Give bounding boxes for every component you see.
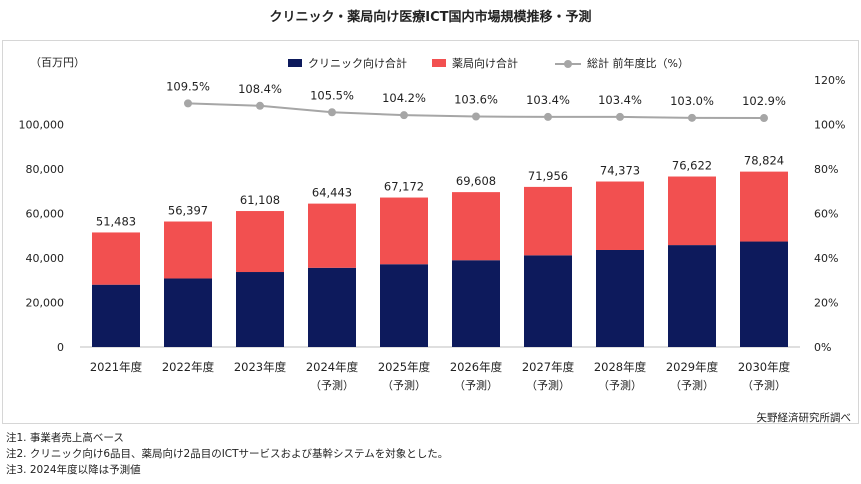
legend-label-growth: 総計 前年度比（%） (587, 56, 689, 70)
y-tick-label: 40,000 (26, 252, 65, 265)
growth-label: 103.4% (526, 93, 570, 107)
growth-point (616, 112, 624, 121)
total-label: 51,483 (96, 214, 136, 228)
y2-tick-label: 0% (814, 341, 831, 354)
growth-label: 109.5% (166, 79, 210, 93)
growth-label: 105.5% (310, 88, 354, 102)
bar-pharmacy (92, 232, 140, 285)
source-note: 矢野経済研究所調べ (756, 412, 852, 424)
notes: 注1. 事業者売上高ベース 注2. クリニック向け6品目、薬局向け2品目のICT… (6, 430, 448, 478)
bar-clinic (452, 260, 500, 347)
x-tick-sublabel: （予測） (310, 378, 354, 392)
bar-pharmacy (308, 203, 356, 268)
y2-tick-label: 80% (814, 163, 838, 176)
y2-tick-label: 40% (814, 252, 838, 265)
bar-pharmacy (452, 192, 500, 261)
x-tick-sublabel: （予測） (598, 378, 642, 392)
bar-pharmacy (236, 211, 284, 273)
y-unit-label: （百万円） (30, 56, 85, 69)
legend-swatch-clinic (288, 59, 302, 67)
bar-clinic (524, 255, 572, 347)
bar-clinic (308, 267, 356, 347)
bar-pharmacy (380, 197, 428, 265)
bar-clinic (236, 272, 284, 347)
bar-pharmacy (596, 181, 644, 250)
growth-point (472, 112, 480, 121)
bar-clinic (380, 264, 428, 347)
bar-clinic (596, 249, 644, 347)
growth-point (760, 114, 768, 123)
y2-tick-label: 100% (814, 119, 845, 132)
bar-pharmacy (524, 186, 572, 256)
legend-label-clinic: クリニック向け合計 (308, 56, 407, 70)
total-label: 74,373 (600, 164, 640, 178)
y2-tick-label: 60% (814, 208, 838, 221)
y-tick-label: 100,000 (19, 119, 65, 132)
x-tick-label: 2029年度 (666, 360, 719, 374)
y-tick-label: 20,000 (26, 297, 65, 310)
bar-pharmacy (164, 221, 212, 279)
growth-label: 103.6% (454, 92, 498, 106)
y-tick-label: 80,000 (26, 163, 65, 176)
growth-label: 103.0% (670, 94, 714, 108)
growth-point (256, 101, 264, 110)
growth-point (688, 113, 696, 122)
growth-point (400, 111, 408, 120)
x-tick-label: 2026年度 (450, 360, 503, 374)
total-label: 67,172 (384, 180, 424, 194)
x-tick-label: 2023年度 (234, 360, 287, 374)
note-2: 注2. クリニック向け6品目、薬局向け2品目のICTサービスおよび基幹システムを… (6, 448, 449, 460)
x-tick-sublabel: （予測） (382, 378, 426, 392)
bar-clinic (164, 278, 212, 347)
x-tick-label: 2030年度 (738, 360, 791, 374)
y2-tick-label: 120% (814, 74, 845, 87)
growth-label: 104.2% (382, 91, 426, 105)
chart-title: クリニック・薬局向け医療ICT国内市場規模推移・予測 (269, 10, 592, 25)
y2-tick-label: 20% (814, 297, 838, 310)
growth-point (184, 99, 192, 108)
total-label: 64,443 (312, 186, 352, 200)
bar-pharmacy (668, 176, 716, 246)
note-1: 注1. 事業者売上高ベース (6, 432, 124, 444)
note-3: 注3. 2024年度以降は予測値 (6, 464, 141, 476)
y-tick-label: 60,000 (26, 208, 65, 221)
x-tick-label: 2028年度 (594, 360, 647, 374)
x-tick-label: 2022年度 (162, 360, 215, 374)
y-tick-label: 0 (57, 341, 64, 354)
bar-clinic (740, 241, 788, 347)
x-tick-label: 2024年度 (306, 360, 359, 374)
total-label: 76,622 (672, 159, 712, 173)
x-tick-label: 2021年度 (90, 360, 143, 374)
bar-clinic (92, 284, 140, 347)
chart-frame (2, 40, 859, 424)
x-tick-sublabel: （予測） (670, 378, 714, 392)
bar-pharmacy (740, 171, 788, 242)
growth-point (544, 112, 552, 121)
growth-label: 102.9% (742, 94, 786, 108)
x-tick-sublabel: （予測） (742, 378, 786, 392)
total-label: 78,824 (744, 154, 784, 168)
total-label: 56,397 (168, 204, 208, 218)
x-tick-label: 2025年度 (378, 360, 431, 374)
total-label: 61,108 (240, 193, 280, 207)
total-label: 71,956 (528, 169, 568, 183)
bar-clinic (668, 245, 716, 347)
total-label: 69,608 (456, 174, 496, 188)
legend-marker-growth (564, 60, 572, 68)
x-tick-sublabel: （予測） (526, 378, 570, 392)
legend-swatch-pharmacy (432, 59, 446, 67)
x-tick-sublabel: （予測） (454, 378, 498, 392)
growth-label: 108.4% (238, 82, 282, 96)
x-tick-label: 2027年度 (522, 360, 575, 374)
legend-label-pharmacy: 薬局向け合計 (452, 56, 518, 70)
growth-point (328, 108, 336, 117)
growth-label: 103.4% (598, 93, 642, 107)
